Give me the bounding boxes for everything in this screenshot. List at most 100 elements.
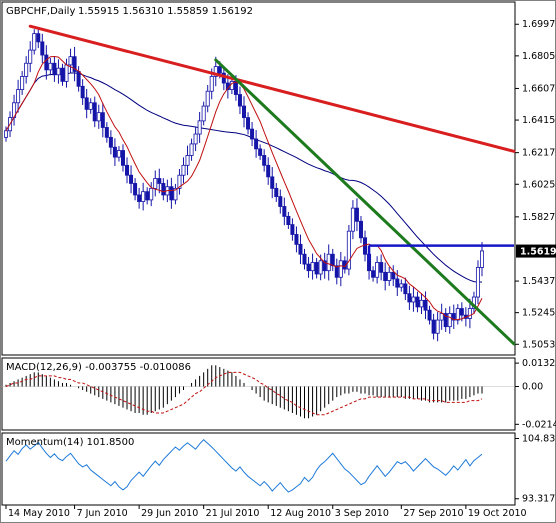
candle-body: [338, 260, 343, 278]
candle-body: [213, 66, 218, 77]
y-tick-label: 1.68050: [522, 51, 556, 62]
ma-slow-line: [5, 72, 483, 283]
candle-body: [157, 178, 162, 184]
candle-body: [173, 187, 178, 201]
candle-body: [383, 271, 388, 281]
candle-body: [306, 263, 311, 272]
candle-body: [298, 243, 303, 255]
y-tick-label: 1.64150: [522, 115, 556, 126]
candle-body: [145, 191, 150, 201]
candle-body: [399, 283, 404, 288]
candle-body: [250, 128, 255, 140]
candle-body: [415, 296, 420, 308]
candle-body: [112, 146, 117, 158]
y-tick-label: 1.58270: [522, 212, 556, 223]
candle-body: [455, 308, 460, 321]
candle-body: [294, 234, 299, 245]
resistance-trendline: [28, 24, 516, 153]
x-tick-label: 27 Sep 2010: [403, 508, 463, 519]
candle-body: [197, 120, 202, 135]
momentum-panel-frame: [1, 432, 516, 506]
candle-body: [56, 67, 61, 76]
candle-body: [423, 299, 428, 311]
candle-body: [322, 260, 327, 272]
candle-body: [443, 313, 448, 328]
candle-body: [100, 112, 105, 128]
candle-body: [153, 178, 158, 189]
candle-body: [286, 215, 291, 225]
macd-label: MACD(12,26,9) -0.003755 -0.010086: [6, 362, 191, 373]
candle-body: [209, 76, 214, 92]
candle-body: [350, 207, 355, 232]
candle-body: [262, 155, 267, 166]
candle-body: [237, 94, 242, 107]
y-tick-label: 0.013236: [522, 358, 556, 369]
candle-body: [205, 90, 210, 107]
y-tick-label: 1.54370: [522, 276, 556, 287]
candle-body: [149, 187, 154, 201]
candle-body: [177, 174, 182, 189]
x-tick-label: 14 May 2010: [8, 508, 70, 519]
momentum-line: [5, 439, 483, 493]
ma-slow-line-group: [5, 72, 483, 283]
y-tick-label: 104.8369: [522, 433, 556, 444]
candle-body: [32, 33, 37, 51]
candle-body: [278, 196, 283, 207]
y-tick-label: 1.60250: [522, 179, 556, 190]
ma-fast-line: [5, 55, 483, 321]
y-tick-label: -0.021413: [522, 419, 556, 430]
candle-body: [16, 89, 21, 104]
macd-histogram-group: [2, 365, 515, 419]
candle-body: [254, 138, 259, 150]
main-panel-frame: [1, 1, 516, 356]
candle-body: [40, 41, 45, 56]
candle-body: [258, 148, 263, 156]
current-price-box: [516, 244, 556, 258]
candle-body: [4, 130, 9, 138]
candle-body: [20, 76, 25, 91]
symbol-label: GBPCHF,Daily: [6, 6, 75, 17]
candle-body: [274, 187, 279, 198]
candle-body: [435, 319, 440, 334]
candle-body: [346, 230, 351, 270]
candle-body: [459, 308, 464, 316]
candle-body: [439, 313, 444, 321]
candle-body: [354, 207, 359, 222]
y-tick-label: 1.62170: [522, 148, 556, 159]
candle-body: [68, 56, 73, 66]
candle-body: [447, 313, 452, 328]
x-tick-label: 21 Jul 2010: [206, 508, 260, 519]
candle-body: [104, 127, 109, 138]
y-tick-label: 0.00: [522, 381, 543, 392]
candle-body: [479, 250, 484, 268]
candle-body: [76, 71, 81, 87]
candle-body: [52, 62, 57, 76]
green-trendline: [214, 58, 516, 346]
candle-body: [318, 260, 323, 275]
candle-body: [431, 319, 436, 334]
candle-body: [108, 136, 113, 148]
candle-body: [387, 271, 392, 281]
macd-signal-line: [5, 371, 483, 416]
candle-body: [302, 253, 307, 265]
main-y-axis: 1.69970 1.68050 1.66070 1.64150 1.62170 1.602…: [515, 19, 556, 350]
candle-body: [375, 262, 380, 278]
x-tick-label: 3 Sep 2010: [335, 508, 389, 519]
candle-body: [120, 150, 125, 166]
candle-body: [395, 278, 400, 288]
candle-body: [133, 183, 138, 196]
candle-body: [72, 56, 77, 72]
candle-body: [80, 85, 85, 99]
candle-body: [28, 49, 33, 64]
candle-body: [326, 253, 331, 272]
candle-body: [185, 155, 190, 166]
macd-y-axis: 0.013236 0.00 -0.021413: [515, 358, 556, 430]
candle-body: [233, 80, 238, 95]
ohlc-values: 1.55915 1.56310 1.55859 1.56192: [78, 6, 253, 17]
candles-group: [4, 27, 484, 342]
candle-body: [141, 191, 146, 202]
candle-body: [116, 150, 121, 158]
